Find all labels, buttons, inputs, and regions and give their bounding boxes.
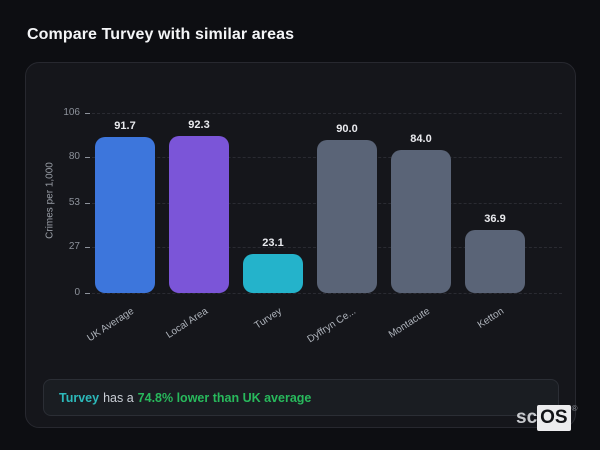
bar-value-label: 91.7	[114, 120, 136, 133]
y-tick-label: 53	[68, 197, 80, 208]
summary-middle-text: has a	[103, 390, 134, 405]
y-tick-mark	[85, 157, 90, 159]
bar-dyffryn-ce[interactable]	[317, 140, 377, 293]
scos-logo-prefix: sc	[516, 407, 538, 428]
y-tick-mark	[85, 293, 90, 294]
bar-uk-average[interactable]	[95, 137, 155, 293]
bar-montacute[interactable]	[391, 150, 451, 293]
bar-value-label: 36.9	[484, 213, 506, 226]
y-tick-label: 0	[74, 287, 80, 298]
bar-ketton[interactable]	[465, 230, 525, 293]
bar-local-area[interactable]	[169, 136, 229, 293]
page-title: Compare Turvey with similar areas	[27, 26, 295, 43]
bar-value-label: 92.3	[188, 119, 210, 132]
bar-turvey[interactable]	[243, 253, 303, 293]
y-tick-label: 27	[68, 241, 80, 253]
y-tick-label: 80	[68, 151, 80, 163]
summary-box: Turvey has a 74.8% lower than UK average	[43, 379, 559, 416]
gridline	[92, 293, 562, 294]
bar-value-label: 23.1	[262, 236, 284, 249]
summary-area-name: Turvey	[59, 390, 100, 405]
bar-value-label: 84.0	[410, 133, 432, 146]
y-tick-mark	[85, 203, 90, 204]
bar-value-label: 90.0	[336, 123, 358, 136]
plot-area: 0 27 53 80 106 91.7 UK Average 92.3 Local Area 23…	[26, 63, 575, 427]
y-tick-label: 106	[63, 107, 80, 118]
gridline	[92, 113, 562, 114]
registered-trademark-icon: ®	[571, 404, 578, 413]
chart-card: Crimes per 1,000 0 27 53 80 106 91.7 UK Averag…	[25, 62, 576, 428]
y-tick-mark	[85, 247, 90, 249]
scos-logo-box: OS	[537, 405, 571, 431]
y-tick-mark	[85, 113, 90, 114]
summary-highlight-text: 74.8% lower than UK average	[137, 390, 312, 405]
scos-logo: sc OS ®	[516, 405, 578, 431]
